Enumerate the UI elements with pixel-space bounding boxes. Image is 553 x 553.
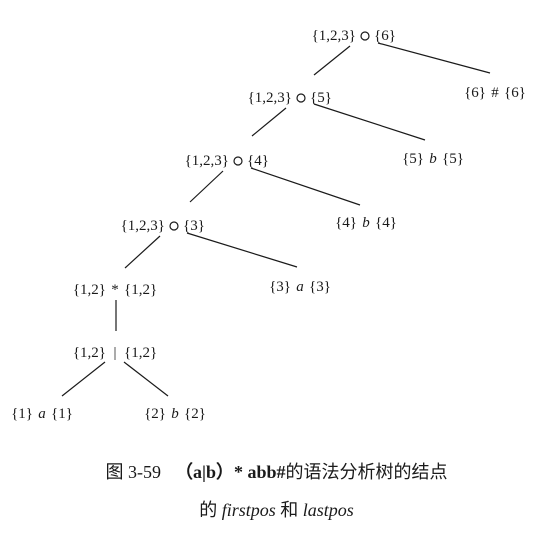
firstpos-label: {2} bbox=[144, 406, 166, 422]
edge-cat1-hash bbox=[377, 42, 491, 74]
tree-node-b2: {2} b {2} bbox=[144, 406, 206, 422]
node-symbol: a bbox=[38, 406, 46, 422]
concat-operator-icon bbox=[296, 93, 306, 103]
firstpos-label: {6} bbox=[464, 85, 486, 101]
edge-cat3-cat4 bbox=[189, 170, 224, 203]
tree-nodes: {1,2,3} {6}{6} # {6}{1,2,3} {5}{5} b {5}{1,2,3… bbox=[11, 28, 526, 422]
tree-node-star: {1,2} * {1,2} bbox=[73, 282, 157, 298]
firstpos-label: {3} bbox=[269, 279, 291, 295]
lastpos-label: {6} bbox=[374, 28, 396, 44]
concat-operator-icon bbox=[233, 156, 243, 166]
firstpos-label: {1,2} bbox=[73, 282, 106, 298]
node-symbol: | bbox=[113, 345, 116, 361]
node-symbol: * bbox=[111, 282, 119, 298]
lastpos-label: {3} bbox=[309, 279, 331, 295]
caption-text-2: 的 bbox=[199, 500, 218, 520]
lastpos-label: {3} bbox=[183, 218, 205, 234]
edge-or-b2 bbox=[123, 361, 169, 397]
edge-cat4-star bbox=[124, 235, 161, 269]
lastpos-label: {4} bbox=[247, 153, 269, 169]
concat-operator-icon bbox=[169, 221, 179, 231]
figure-caption-line1: 图 3-59 （a|b）* abb#的语法分析树的结点 bbox=[0, 458, 553, 484]
concat-operator-icon bbox=[360, 31, 370, 41]
caption-text-1: 的语法分析树的结点 bbox=[285, 462, 448, 482]
caption-and: 和 bbox=[280, 500, 299, 520]
tree-node-cat3: {1,2,3} {4} bbox=[185, 153, 269, 169]
lastpos-label: {1,2} bbox=[124, 345, 157, 361]
tree-node-or: {1,2} | {1,2} bbox=[73, 345, 157, 361]
node-symbol: b bbox=[362, 215, 370, 231]
lastpos-label: {1} bbox=[51, 406, 73, 422]
figure-caption-line2: 的 firstpos 和 lastpos bbox=[0, 496, 553, 522]
tree-node-b4: {4} b {4} bbox=[335, 215, 397, 231]
edge-cat3-b4 bbox=[250, 167, 361, 206]
firstpos-label: {4} bbox=[335, 215, 357, 231]
tree-node-cat2: {1,2,3} {5} bbox=[248, 90, 332, 106]
node-symbol: a bbox=[296, 279, 304, 295]
node-symbol: # bbox=[491, 85, 499, 101]
firstpos-label: {1} bbox=[11, 406, 33, 422]
caption-lastpos: lastpos bbox=[302, 500, 354, 520]
firstpos-label: {1,2,3} bbox=[185, 153, 229, 169]
caption-firstpos: firstpos bbox=[221, 500, 276, 520]
edge-cat1-cat2 bbox=[313, 45, 351, 76]
tree-node-hash: {6} # {6} bbox=[464, 85, 526, 101]
edge-cat4-a3 bbox=[186, 232, 298, 268]
tree-edges bbox=[61, 42, 491, 397]
lastpos-label: {5} bbox=[310, 90, 332, 106]
lastpos-label: {5} bbox=[442, 151, 464, 167]
node-symbol: b bbox=[429, 151, 437, 167]
lastpos-label: {6} bbox=[504, 85, 526, 101]
lastpos-label: {4} bbox=[375, 215, 397, 231]
figure-number: 图 3-59 bbox=[105, 462, 162, 482]
firstpos-label: {1,2,3} bbox=[248, 90, 292, 106]
firstpos-label: {1,2,3} bbox=[121, 218, 165, 234]
tree-node-cat1: {1,2,3} {6} bbox=[312, 28, 396, 44]
tree-node-a1: {1} a {1} bbox=[11, 406, 73, 422]
lastpos-label: {2} bbox=[184, 406, 206, 422]
firstpos-label: {1,2} bbox=[73, 345, 106, 361]
regex-expression: （a|b）* abb# bbox=[175, 462, 286, 482]
lastpos-label: {1,2} bbox=[124, 282, 157, 298]
edge-or-a1 bbox=[61, 361, 106, 397]
edge-cat2-cat3 bbox=[251, 107, 287, 137]
tree-node-a3: {3} a {3} bbox=[269, 279, 331, 295]
firstpos-label: {5} bbox=[402, 151, 424, 167]
tree-node-b5: {5} b {5} bbox=[402, 151, 464, 167]
firstpos-label: {1,2,3} bbox=[312, 28, 356, 44]
node-symbol: b bbox=[171, 406, 179, 422]
edge-cat2-b5 bbox=[313, 103, 426, 141]
tree-node-cat4: {1,2,3} {3} bbox=[121, 218, 205, 234]
